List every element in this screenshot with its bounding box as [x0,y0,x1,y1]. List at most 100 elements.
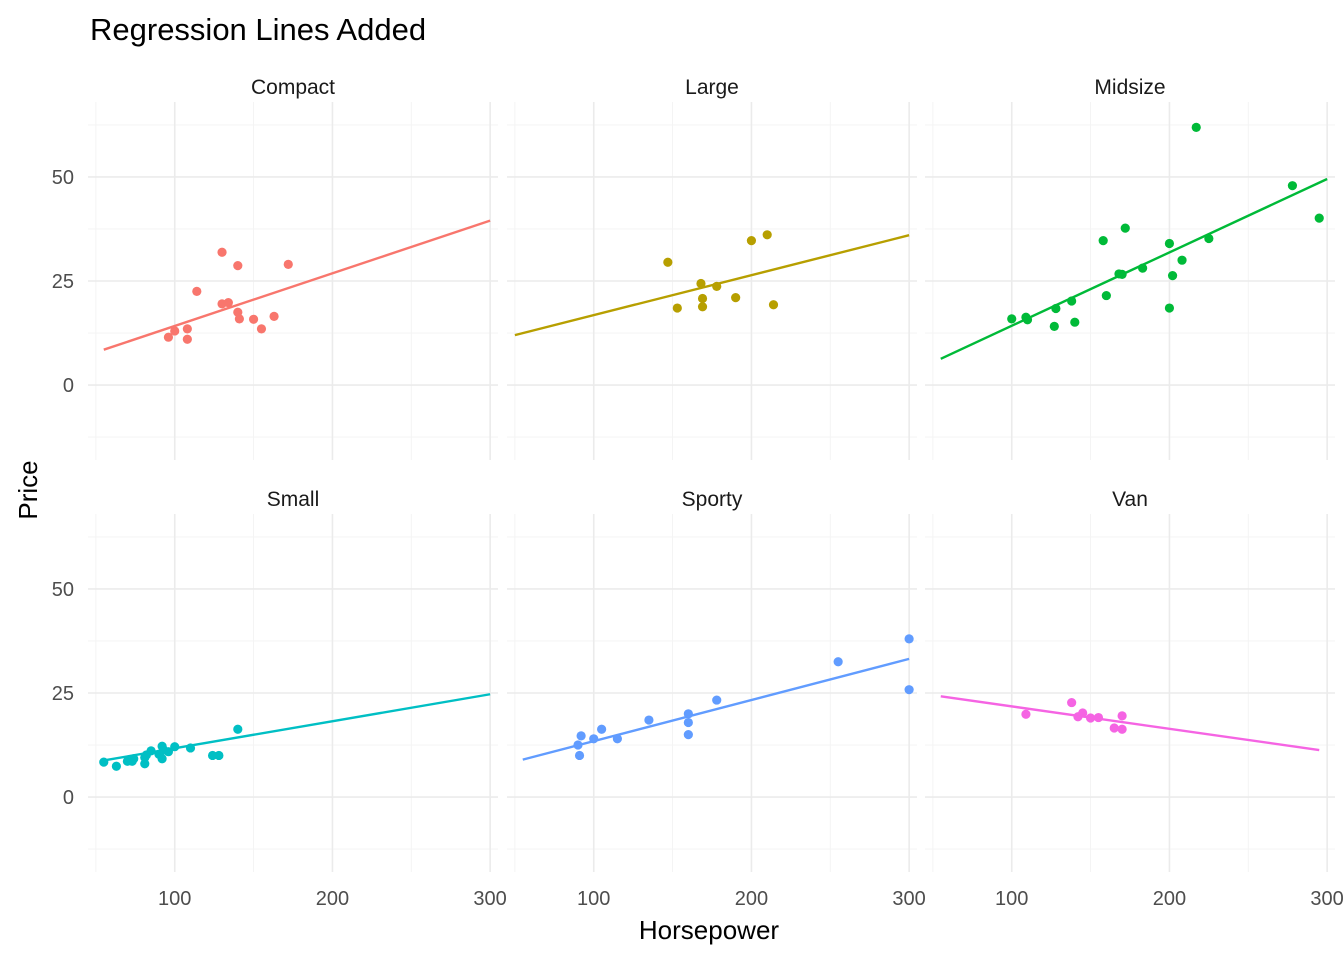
data-point [1117,269,1127,279]
y-tick-label: 0 [63,787,74,809]
data-point [696,278,706,289]
panel-strip-label: Compact [251,76,335,99]
data-point [573,740,583,750]
data-point [574,750,585,761]
data-point [233,260,243,271]
data-point [170,742,180,752]
data-point [576,731,586,741]
data-point [746,236,757,246]
data-point [663,257,673,267]
data-point [1117,711,1127,721]
x-tick-label: 100 [577,888,610,910]
data-point [762,230,772,240]
panels: Compact 0 25 50 Large Midsize Small 0 25 50 100 200… [52,76,1344,910]
data-point [697,293,708,304]
regression-line [522,657,910,761]
data-point [683,730,693,740]
data-point [697,302,708,312]
data-point [163,747,174,757]
data-point [644,715,654,725]
data-point [207,750,218,761]
panel-large: Large [507,76,917,460]
data-point [157,754,167,764]
regression-line [940,695,1320,752]
data-point [163,332,174,342]
data-point [1164,303,1175,313]
data-point [833,657,843,667]
data-point [233,724,243,734]
panel-van: Van 100 200 300 [925,488,1344,910]
data-point [1109,723,1119,733]
data-point [1085,713,1096,723]
x-axis-title: Horsepower [639,915,780,945]
data-point [223,298,233,308]
panel-compact: Compact 0 25 50 [52,76,498,460]
data-point [683,709,693,719]
y-tick-label: 0 [63,375,74,397]
panel-sporty: Sporty 100 200 300 [507,488,926,910]
data-point [1067,697,1077,708]
y-axis-title: Price [13,460,43,519]
data-point [256,324,267,334]
x-tick-label: 300 [892,888,925,910]
data-point [672,303,682,313]
data-point [712,281,722,292]
data-point [99,757,109,767]
y-tick-label: 25 [52,683,74,705]
data-point [269,311,279,321]
data-point [731,293,741,303]
chart-title: Regression Lines Added [90,12,426,47]
x-tick-label: 200 [735,888,768,910]
data-point [1093,712,1104,723]
data-point [217,247,227,257]
data-point [768,300,779,310]
data-point [589,734,599,744]
panel-strip-label: Sporty [682,488,743,511]
data-point [234,314,244,324]
y-tick-label: 50 [52,167,74,189]
data-point [1177,255,1187,265]
data-point [1051,303,1061,314]
data-point [904,685,914,695]
panel-strip-label: Midsize [1094,76,1165,99]
data-point [904,634,914,644]
data-point [111,761,121,771]
data-point [1314,213,1324,223]
data-point [1167,270,1178,281]
data-point [1138,263,1148,273]
panel-strip-label: Small [267,488,320,511]
data-point [182,334,192,344]
data-point [1078,708,1088,718]
data-point [712,695,722,705]
data-point [146,746,156,756]
x-tick-label: 100 [158,888,191,910]
data-point [1120,223,1130,233]
data-point [1070,317,1080,327]
x-tick-label: 300 [473,888,506,910]
panel-midsize: Midsize [925,76,1335,460]
data-point [214,750,224,761]
data-point [683,717,693,728]
data-point [1049,321,1059,331]
data-point [597,724,607,734]
data-point [1098,236,1108,246]
regression-line [514,234,910,337]
data-point [1022,315,1033,325]
data-point [1191,122,1201,132]
data-point [1067,296,1077,306]
x-tick-label: 200 [1153,888,1186,910]
x-tick-label: 100 [995,888,1028,910]
y-tick-label: 50 [52,579,74,601]
data-point [1101,290,1111,301]
regression-line [940,177,1328,360]
data-point [1117,724,1127,734]
y-tick-label: 25 [52,271,74,293]
panel-strip-label: Large [685,76,739,99]
x-tick-label: 200 [316,888,349,910]
data-point [170,326,180,336]
data-point [192,286,202,297]
panel-small: Small 0 25 50 100 200 300 [52,488,507,910]
data-point [1164,238,1175,249]
data-point [1007,314,1017,324]
